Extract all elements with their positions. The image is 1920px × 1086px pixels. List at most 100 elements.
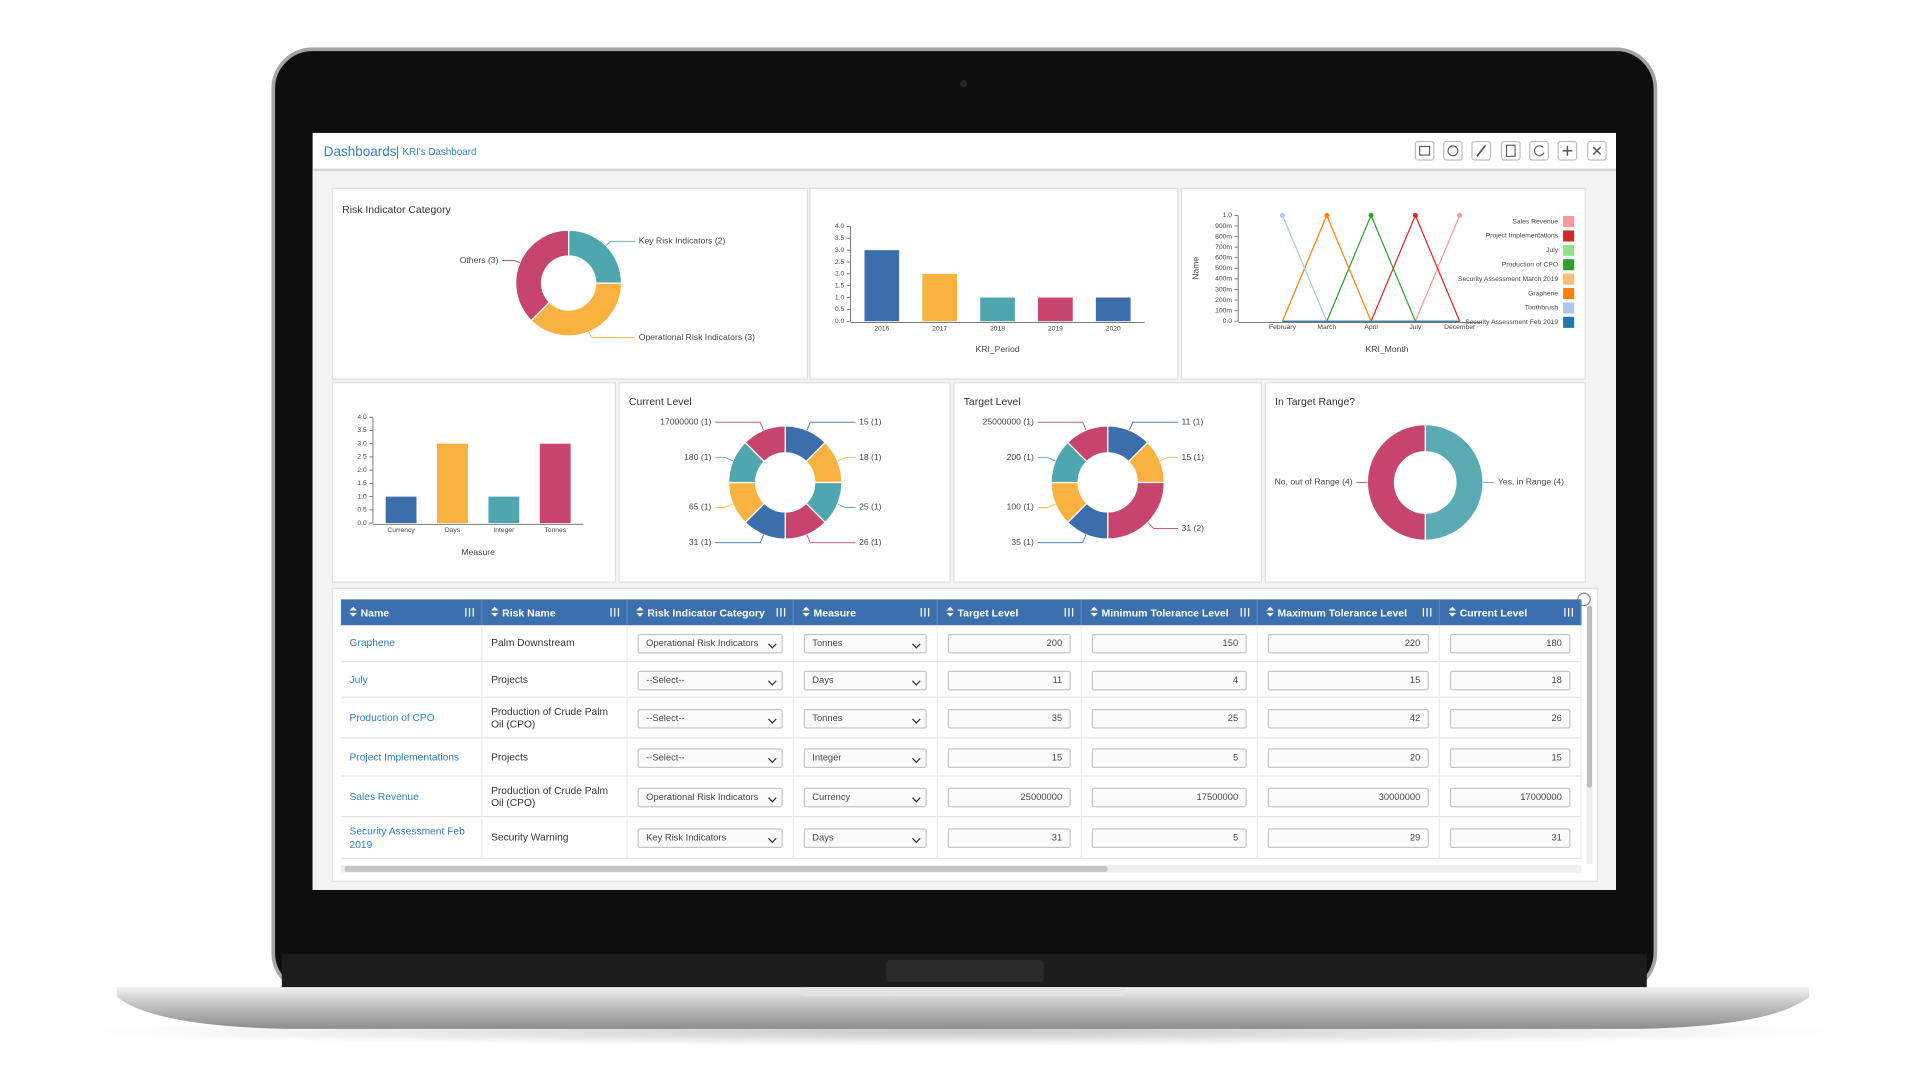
slice-label: 31 (1) [689,537,712,547]
input[interactable]: 17500000 [1091,787,1247,807]
select[interactable]: Integer [803,747,927,768]
input[interactable]: 220 [1267,633,1429,654]
column-header: Target Level [938,599,1082,626]
legend-swatch [1563,302,1575,314]
leader-line [1037,503,1056,508]
input[interactable]: 20 [1267,747,1429,768]
value-text: Currency [812,791,851,803]
leader-line [715,534,764,544]
link[interactable]: July [349,672,368,686]
cell-text: Projects [491,672,528,686]
x-axis-label: KRI_Month [1366,344,1409,354]
document-button[interactable] [1500,140,1521,161]
table-cell: 150 [1081,625,1258,663]
select[interactable]: Key Risk Indicators [637,828,783,848]
link[interactable]: Security Assessment Feb 2019 [349,824,465,850]
column-menu-button[interactable] [1240,607,1250,617]
y-tick-label: 4.0 [835,223,845,230]
document-icon [1505,144,1516,157]
select[interactable]: --Select-- [637,747,783,768]
h-scroll-thumb[interactable] [344,865,1108,872]
input[interactable]: 25 [1091,708,1247,728]
link[interactable]: Graphene [349,636,395,649]
legend-swatch [1563,273,1575,285]
input[interactable]: 31 [947,828,1071,848]
bar [437,443,468,524]
input[interactable]: 31 [1449,828,1571,848]
bar [1038,297,1073,322]
select[interactable]: Operational Risk Indicators [637,787,783,807]
input[interactable]: 15 [1267,670,1429,690]
legend-label: Sales Revenue [1512,218,1558,225]
x-tick-label: Tonnes [544,527,566,534]
column-menu-button[interactable] [1422,607,1432,617]
input[interactable]: 5 [1091,747,1247,768]
y-tick-label: 900m [1215,223,1232,230]
table-cell: Currency [793,776,938,818]
input[interactable]: 17000000 [1449,787,1571,807]
y-tick-label: 0.5 [357,507,367,514]
select[interactable]: Tonnes [803,708,927,728]
slice-label: Key Risk Indicators (2) [639,236,726,246]
y-tick-label: 2.5 [357,454,367,461]
value-text: 25 [1227,712,1239,724]
column-menu-button[interactable] [1564,607,1573,617]
input[interactable]: 200 [947,633,1071,654]
input[interactable]: 11 [947,670,1071,690]
select[interactable]: Tonnes [803,633,927,654]
select[interactable]: --Select-- [637,670,783,690]
v-scroll-thumb[interactable] [1587,605,1592,788]
base-notch [799,987,1127,996]
legend-swatch [1563,287,1575,300]
link[interactable]: Project Implementations [349,750,460,763]
refresh-button[interactable] [1529,140,1549,161]
input[interactable]: 4 [1091,670,1247,690]
leader-line [588,331,636,339]
input[interactable]: 5 [1091,828,1247,848]
value-text: 20 [1409,751,1421,763]
link[interactable]: Production of CPO [349,711,435,724]
input[interactable]: 25000000 [947,787,1071,807]
map-button[interactable] [1414,140,1435,161]
sort-icon [636,606,644,611]
legend-label: July [1546,247,1559,254]
header-label: Target Level [957,606,1019,619]
input[interactable]: 15 [1449,747,1571,768]
input[interactable]: 150 [1091,633,1247,654]
column-menu-button[interactable] [920,607,930,617]
slice-label: 17000000 (1) [660,416,711,426]
slice-label: No, out of Range (4) [1275,477,1353,487]
leader-line [1037,457,1056,462]
value-text: Tonnes [812,712,843,724]
bar [1095,297,1131,322]
sort-icon [491,612,499,617]
table-cell: 17500000 [1081,776,1258,818]
input[interactable]: 29 [1267,828,1429,848]
column-menu-button[interactable] [465,607,474,617]
header-title: Dashboards [324,144,397,159]
close-icon [1592,146,1602,155]
select[interactable]: Days [803,828,927,848]
select[interactable]: --Select-- [637,708,783,728]
y-tick-label: 700m [1215,244,1232,251]
select[interactable]: Days [803,670,927,690]
input[interactable]: 26 [1449,708,1571,728]
input[interactable]: 180 [1449,633,1571,654]
input[interactable]: 18 [1449,670,1571,690]
input[interactable]: 30000000 [1267,787,1429,807]
input[interactable]: 42 [1267,708,1429,728]
link[interactable]: Sales Revenue [349,789,419,803]
select[interactable]: Currency [803,787,927,807]
column-menu-button[interactable] [610,607,620,617]
caret [911,676,921,685]
select[interactable]: Operational Risk Indicators [637,633,783,654]
clock-button[interactable] [1443,140,1463,161]
input[interactable]: 35 [947,708,1071,728]
column-menu-button[interactable] [1064,607,1074,617]
input[interactable]: 15 [947,747,1071,768]
sort-icon [1266,612,1274,617]
column-menu-button[interactable] [776,607,786,617]
slice-label: 15 (1) [1182,452,1205,462]
point [1412,212,1418,218]
caret [767,753,777,763]
